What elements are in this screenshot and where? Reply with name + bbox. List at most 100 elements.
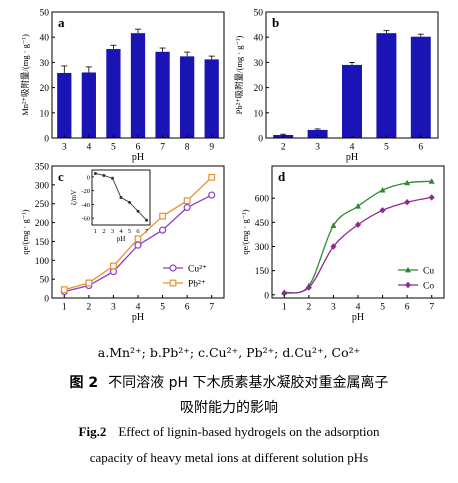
panel-d-data-point xyxy=(305,284,312,291)
inset-xtick-label: 2 xyxy=(102,228,105,235)
panel-d-data-point xyxy=(428,194,435,201)
inset-data-point xyxy=(128,200,132,204)
panel-c-xtick-label: 6 xyxy=(185,303,190,313)
panel-b-xtick-label: 6 xyxy=(418,143,423,153)
caption-en-text: Effect of lignin-based hydrogels on the … xyxy=(118,424,380,439)
panel-c-ytick-label: 100 xyxy=(35,257,50,267)
panel-a: 0 10 20 30 40 50 3 4 5 6 7 8 9 pH Mn²⁺吸附量/(mg · g⁻¹) a xyxy=(20,9,225,163)
figure-caption-en-line1: Fig.2 Effect of lignin-based hydrogels on… xyxy=(0,424,458,440)
caption-cn-text: 不同溶液 pH 下木质素基水凝胶对重金属离子 xyxy=(108,375,389,391)
panel-a-bar xyxy=(81,72,96,138)
panel-b-bar xyxy=(342,64,362,138)
panel-c-data-point xyxy=(85,279,93,287)
panel-d-data-point xyxy=(379,186,386,193)
panel-d-series-line xyxy=(284,196,432,294)
panel-a-ytick-label: 0 xyxy=(44,135,49,145)
panel-d-legend-marker xyxy=(405,281,411,289)
panel-d-data-point xyxy=(330,222,337,228)
panel-c-data-point xyxy=(183,203,191,212)
panel-d-data-point xyxy=(355,203,361,209)
inset-xtick-label: 1 xyxy=(94,228,97,235)
panel-c-xtick-label: 1 xyxy=(62,303,67,313)
inset-data-point xyxy=(102,174,106,177)
inset-ytick-label: 0 xyxy=(87,174,90,181)
panel-d: 0 150 300 450 600 1 2 3 4 5 6 7 pH qe/(mg · g⁻¹) d Cu Co xyxy=(240,165,445,323)
panel-a-xtick-label: 3 xyxy=(62,143,67,153)
panel-c-ytick-label: 300 xyxy=(35,181,50,191)
inset-data-point xyxy=(119,196,123,199)
panel-b-ytick-label: 0 xyxy=(258,135,263,145)
panel-c-ytick-label: 50 xyxy=(40,276,50,286)
panel-a-ytick-label: 40 xyxy=(40,34,50,44)
figure-caption-cn-line1: 图 2 不同溶液 pH 下木质素基水凝胶对重金属离子 xyxy=(0,372,458,392)
panel-a-xtick-label: 7 xyxy=(160,143,165,153)
inset-data-point xyxy=(136,209,140,213)
panel-c-data-point xyxy=(208,173,216,181)
inset-ylabel: ζ/mV xyxy=(70,190,78,205)
panel-c-xtick-label: 7 xyxy=(209,303,214,313)
panel-d-data-point xyxy=(428,178,435,184)
panel-d-ytick-label: 300 xyxy=(255,243,270,253)
panel-b-ytick-label: 30 xyxy=(254,59,264,69)
panel-b-ylabel: Pb²⁺吸附量/(mg · g⁻¹) xyxy=(234,35,244,114)
panel-b: 0 10 20 30 40 50 2 3 4 5 6 pH Pb²⁺吸附量/(mg · g⁻¹) b xyxy=(234,9,439,163)
panel-b-ytick-label: 50 xyxy=(254,9,264,19)
panel-d-series-line xyxy=(284,180,432,294)
panel-a-bar xyxy=(155,51,170,139)
panel-c-data-point xyxy=(208,191,216,199)
inset-xtick-label: 4 xyxy=(119,228,123,235)
panel-a-ytick-label: 50 xyxy=(40,9,50,19)
panel-d-xtick-label: 3 xyxy=(331,303,336,313)
panel-c-ytick-label: 150 xyxy=(35,238,50,248)
panel-c-xtick-label: 5 xyxy=(160,303,165,313)
panel-d-xtick-label: 2 xyxy=(306,303,311,313)
inset-ytick-label: -40 xyxy=(81,202,90,209)
panel-d-legend-marker xyxy=(405,266,411,273)
panel-c-ytick-label: 0 xyxy=(44,295,49,305)
panel-a-xlabel: pH xyxy=(132,152,144,163)
inset-ytick-label: -60 xyxy=(81,216,90,223)
panel-c-data-point xyxy=(183,197,191,205)
panel-b-xlabel: pH xyxy=(346,152,358,163)
panel-c-data-point xyxy=(158,226,167,234)
panel-c-data-point xyxy=(159,212,166,220)
panel-a-bar xyxy=(204,59,219,138)
panel-b-ytick-label: 10 xyxy=(254,109,264,119)
panel-a-ytick-label: 30 xyxy=(40,59,50,69)
inset-ytick-label: -20 xyxy=(81,188,90,195)
panel-a-ylabel: Mn²⁺吸附量/(mg · g⁻¹) xyxy=(20,34,30,116)
panel-a-bar xyxy=(130,33,146,138)
panel-b-ytick-label: 40 xyxy=(254,34,264,44)
panel-b-xtick-label: 2 xyxy=(281,143,286,153)
panel-d-ytick-label: 150 xyxy=(255,267,270,277)
figure-label-cn: 图 2 xyxy=(69,375,99,391)
panel-c-xlabel: pH xyxy=(132,312,144,323)
panel-b-xtick-label: 4 xyxy=(350,143,355,153)
panel-c-data-point xyxy=(134,241,142,249)
figure-label-en: Fig.2 xyxy=(78,424,107,439)
panel-b-bar xyxy=(307,129,328,138)
inset-xlabel: pH xyxy=(117,235,126,243)
panel-a-bar xyxy=(106,49,121,138)
figure-caption-cn-line2: 吸附能力的影响 xyxy=(180,400,278,416)
panel-c-data-point xyxy=(110,262,117,270)
panel-d-legend-label: Cu xyxy=(423,267,434,277)
panel-d-plot-frame xyxy=(271,165,445,299)
panel-c-xtick-label: 4 xyxy=(136,303,141,313)
subcaption: a.Mn²⁺; b.Pb²⁺; c.Cu²⁺, Pb²⁺; d.Cu²⁺, Co… xyxy=(97,345,361,360)
panel-d-data-point xyxy=(404,199,411,206)
inset-xtick-label: 6 xyxy=(136,228,140,235)
panel-a-bar xyxy=(180,56,195,138)
panel-d-ytick-label: 600 xyxy=(255,195,270,205)
panel-c-ytick-label: 200 xyxy=(35,219,50,229)
inset-data-point xyxy=(110,176,114,180)
panel-d-xlabel: pH xyxy=(352,312,364,323)
inset-xtick-label: 3 xyxy=(111,228,114,235)
panel-d-xtick-label: 6 xyxy=(405,303,410,313)
panel-a-ytick-label: 20 xyxy=(40,84,50,94)
inset-data-point xyxy=(93,171,97,175)
panel-b-bar xyxy=(410,36,431,138)
panel-b-xtick-label: 3 xyxy=(315,143,320,153)
panel-b-ytick-label: 20 xyxy=(254,84,264,94)
